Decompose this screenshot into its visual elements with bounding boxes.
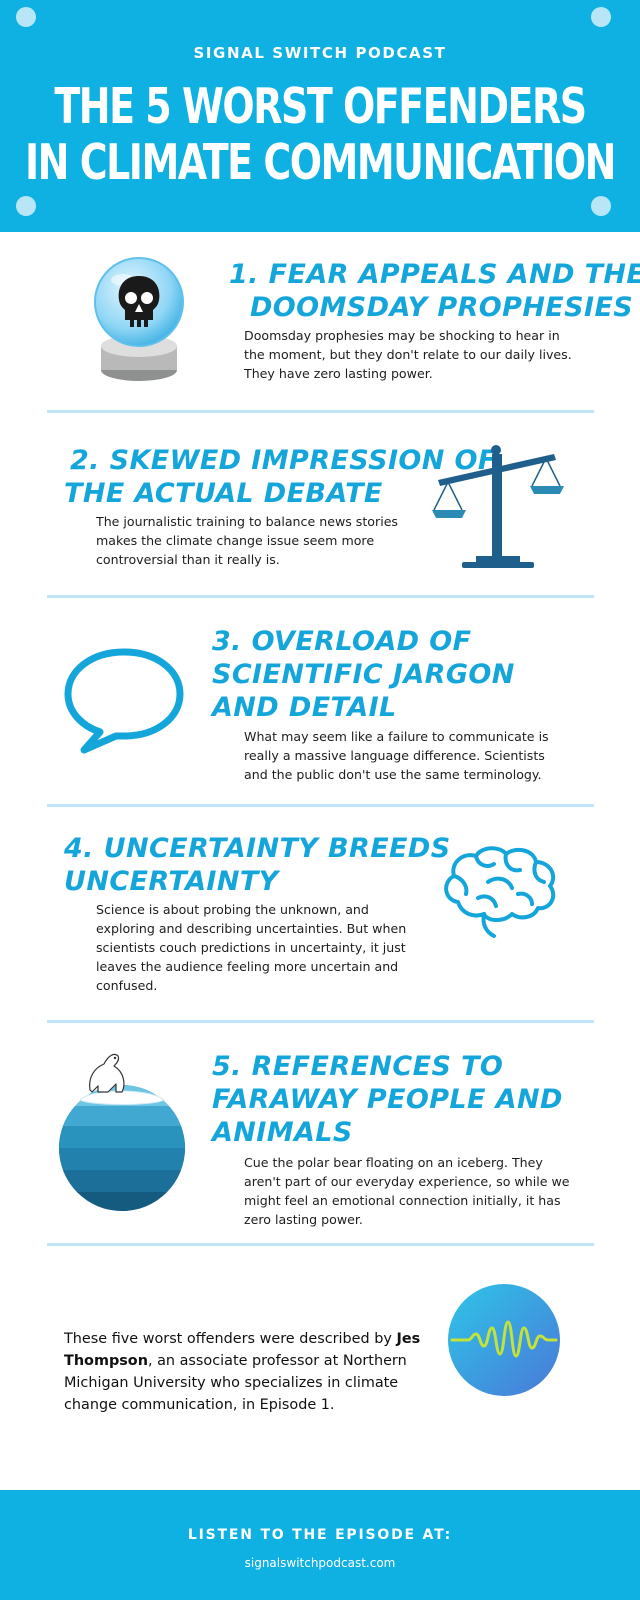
- offender-3-heading: 3. OVERLOAD OF: [212, 626, 472, 657]
- offender-2-body: The journalistic training to balance new…: [96, 514, 398, 567]
- credit-intro: These five worst offenders were describe…: [64, 1331, 392, 1347]
- skull-crystal-ball-icon: [94, 257, 184, 381]
- corner-dot-icon: [591, 7, 611, 27]
- credit-rest: , an associate professor at Northern Mic…: [64, 1353, 407, 1413]
- section-divider: [47, 1243, 594, 1246]
- section-divider: [47, 595, 594, 598]
- footer-banner: [0, 1490, 640, 1600]
- credit-text: These five worst offenders were describe…: [64, 1328, 444, 1416]
- offender-4-body: Science is about probing the unknown, an…: [96, 902, 407, 993]
- section-divider: [47, 804, 594, 807]
- section-divider: [47, 410, 594, 413]
- balance-scale-icon: [432, 445, 564, 568]
- speech-bubble-icon: [64, 648, 184, 754]
- header-banner: [0, 0, 640, 232]
- page-title: THE 5 WORST OFFENDERS: [54, 77, 587, 135]
- offender-3-heading: SCIENTIFIC JARGON: [212, 659, 515, 690]
- podcast-url-link[interactable]: signalswitchpodcast.com: [244, 1556, 396, 1570]
- offender-5-heading: 5. REFERENCES TO: [212, 1051, 504, 1082]
- podcast-name: SIGNAL SWITCH PODCAST: [193, 44, 447, 62]
- offender-5-body: Cue the polar bear floating on an iceber…: [244, 1155, 570, 1227]
- offender-2-heading: 2. SKEWED IMPRESSION OF: [70, 445, 497, 476]
- page-title: IN CLIMATE COMMUNICATION: [25, 133, 616, 191]
- section-divider: [47, 1020, 594, 1023]
- corner-dot-icon: [591, 196, 611, 216]
- offender-4-heading: UNCERTAINTY: [64, 866, 279, 897]
- corner-dot-icon: [16, 7, 36, 27]
- offender-1-heading: 1. FEAR APPEALS AND THE: [229, 259, 640, 290]
- offender-1-heading: DOOMSDAY PROPHESIES: [250, 292, 634, 323]
- offender-3-body: What may seem like a failure to communic…: [244, 729, 549, 782]
- offender-5-heading: FARAWAY PEOPLE AND: [212, 1084, 563, 1115]
- sound-wave-icon: [448, 1284, 560, 1396]
- offender-3-heading: AND DETAIL: [212, 692, 397, 723]
- credit-name: Jes Thompson: [64, 1331, 421, 1369]
- polar-bear-globe-icon: [59, 1053, 185, 1211]
- offender-2-heading: THE ACTUAL DEBATE: [64, 478, 383, 509]
- brain-icon: [444, 846, 556, 938]
- footer-title: LISTEN TO THE EPISODE AT:: [187, 1527, 453, 1543]
- offender-1-body: Doomsday prophesies may be shocking to h…: [244, 328, 572, 381]
- corner-dot-icon: [16, 196, 36, 216]
- offender-4-heading: 4. UNCERTAINTY BREEDS: [64, 833, 451, 864]
- offender-5-heading: ANIMALS: [212, 1117, 353, 1148]
